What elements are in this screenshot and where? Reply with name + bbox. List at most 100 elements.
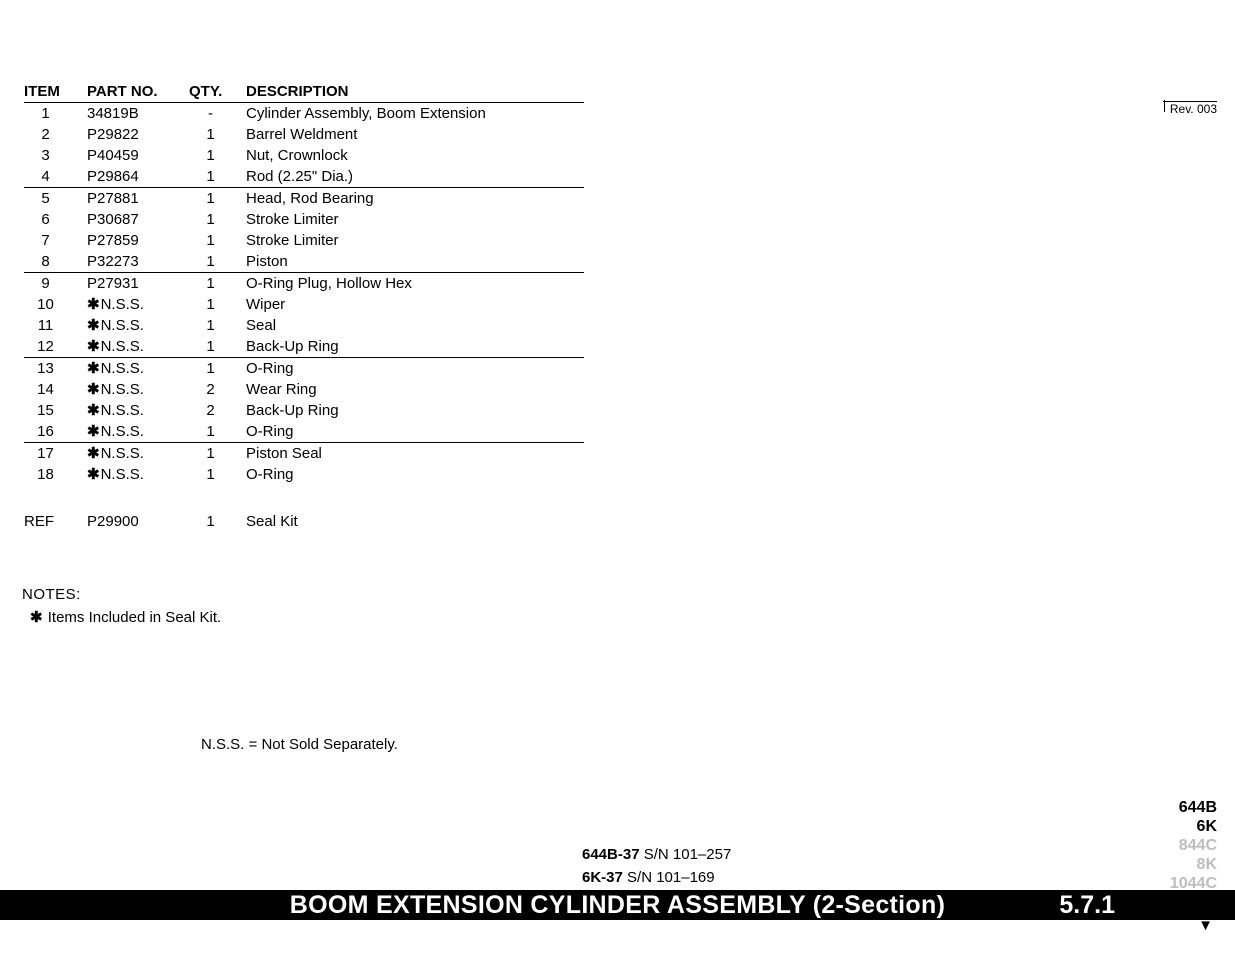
serial-line: 6K-37 S/N 101–169 (582, 869, 731, 886)
table-row: 12✱N.S.S.1Back-Up Ring (24, 336, 584, 357)
cell-part: ✱N.S.S. (79, 294, 189, 315)
note-line: ✱ Items Included in Seal Kit. (30, 608, 1219, 626)
cell-qty: 1 (189, 209, 244, 230)
serial-number-block: 644B-37 S/N 101–2576K-37 S/N 101–169 (582, 840, 731, 886)
cell-desc: Wiper (244, 294, 584, 315)
table-row: 4P298641Rod (2.25" Dia.) (24, 166, 584, 187)
cell-qty: 2 (189, 379, 244, 400)
ref-qty: 1 (189, 511, 244, 532)
part-text: N.S.S. (101, 445, 144, 462)
chevron-down-icon: ▼ (1198, 917, 1213, 934)
table-header-row: ITEM PART NO. QTY. DESCRIPTION (24, 83, 584, 103)
ref-row: REF P29900 1 Seal Kit (24, 511, 584, 532)
star-icon: ✱ (87, 381, 100, 398)
table-row: 5P278811Head, Rod Bearing (24, 187, 584, 209)
cell-part: ✱N.S.S. (79, 443, 189, 464)
cell-qty: 1 (189, 166, 244, 187)
cell-part: ✱N.S.S. (79, 336, 189, 357)
col-header-item: ITEM (24, 83, 79, 100)
star-icon: ✱ (87, 338, 100, 355)
table-row: 10✱N.S.S.1Wiper (24, 294, 584, 315)
notes-section: NOTES: ✱ Items Included in Seal Kit. N.S… (24, 586, 1219, 753)
cell-item: 16 (24, 421, 79, 442)
cell-desc: Back-Up Ring (244, 336, 584, 357)
table-row: 13✱N.S.S.1O-Ring (24, 357, 584, 379)
ref-part: P29900 (79, 511, 189, 532)
cell-desc: O-Ring (244, 358, 584, 379)
model-active: 644B (1170, 798, 1217, 817)
cell-item: 9 (24, 273, 79, 294)
model-inactive: 844C (1170, 836, 1217, 855)
table-row: 134819B-Cylinder Assembly, Boom Extensio… (24, 103, 584, 124)
cell-part: P27881 (79, 188, 189, 209)
cell-desc: Piston (244, 251, 584, 272)
serial-model: 644B-37 (582, 846, 644, 863)
cell-qty: 1 (189, 273, 244, 294)
table-row: 7P278591Stroke Limiter (24, 230, 584, 251)
part-text: N.S.S. (101, 317, 144, 334)
table-row: 9P279311O-Ring Plug, Hollow Hex (24, 272, 584, 294)
cell-desc: Head, Rod Bearing (244, 188, 584, 209)
cell-desc: Seal (244, 315, 584, 336)
table-row: 17✱N.S.S.1Piston Seal (24, 442, 584, 464)
cell-item: 1 (24, 103, 79, 124)
table-body: 134819B-Cylinder Assembly, Boom Extensio… (24, 103, 584, 485)
cell-item: 13 (24, 358, 79, 379)
cell-desc: Barrel Weldment (244, 124, 584, 145)
cell-desc: Stroke Limiter (244, 230, 584, 251)
cell-qty: 1 (189, 443, 244, 464)
table-row: 2P298221Barrel Weldment (24, 124, 584, 145)
cell-part: P32273 (79, 251, 189, 272)
cell-part: ✱N.S.S. (79, 315, 189, 336)
star-icon: ✱ (87, 402, 100, 419)
cell-part: ✱N.S.S. (79, 421, 189, 442)
star-icon: ✱ (87, 360, 100, 377)
notes-heading: NOTES: (22, 586, 1219, 603)
cell-item: 12 (24, 336, 79, 357)
table-row: 11✱N.S.S.1Seal (24, 315, 584, 336)
note-star-icon: ✱ (30, 609, 43, 626)
table-row: 18✱N.S.S.1O-Ring (24, 464, 584, 485)
cell-part: P30687 (79, 209, 189, 230)
cell-item: 4 (24, 166, 79, 187)
cell-part: ✱N.S.S. (79, 464, 189, 485)
table-row: 8P322731Piston (24, 251, 584, 272)
table-row: 3P404591Nut, Crownlock (24, 145, 584, 166)
cell-item: 14 (24, 379, 79, 400)
page-content: ITEM PART NO. QTY. DESCRIPTION 134819B-C… (24, 83, 1219, 954)
part-text: N.S.S. (101, 423, 144, 440)
nss-definition: N.S.S. = Not Sold Separately. (201, 736, 1219, 753)
part-text: N.S.S. (101, 360, 144, 377)
table-row: 14✱N.S.S.2Wear Ring (24, 379, 584, 400)
cell-part: ✱N.S.S. (79, 400, 189, 421)
cell-desc: Nut, Crownlock (244, 145, 584, 166)
table-spacer (24, 485, 584, 511)
cell-part: P29822 (79, 124, 189, 145)
parts-table: ITEM PART NO. QTY. DESCRIPTION 134819B-C… (24, 83, 584, 532)
cell-qty: 1 (189, 188, 244, 209)
table-row: 16✱N.S.S.1O-Ring (24, 421, 584, 442)
cell-item: 7 (24, 230, 79, 251)
cell-item: 18 (24, 464, 79, 485)
cell-desc: Wear Ring (244, 379, 584, 400)
assembly-title: BOOM EXTENSION CYLINDER ASSEMBLY (2-Sect… (290, 891, 945, 920)
cell-desc: Stroke Limiter (244, 209, 584, 230)
col-header-part: PART NO. (79, 83, 189, 100)
model-inactive: 8K (1170, 855, 1217, 874)
cell-qty: 1 (189, 294, 244, 315)
cell-part: P29864 (79, 166, 189, 187)
cell-qty: 1 (189, 421, 244, 442)
star-icon: ✱ (87, 423, 100, 440)
section-number: 5.7.1 (1059, 890, 1115, 920)
cell-qty: 1 (189, 230, 244, 251)
cell-part: P40459 (79, 145, 189, 166)
cell-part: P27931 (79, 273, 189, 294)
cell-item: 5 (24, 188, 79, 209)
cell-item: 17 (24, 443, 79, 464)
table-row: 15✱N.S.S.2Back-Up Ring (24, 400, 584, 421)
cell-desc: Cylinder Assembly, Boom Extension (244, 103, 584, 124)
serial-model: 6K-37 (582, 869, 627, 886)
cell-desc: Back-Up Ring (244, 400, 584, 421)
cell-desc: Piston Seal (244, 443, 584, 464)
part-text: N.S.S. (101, 296, 144, 313)
